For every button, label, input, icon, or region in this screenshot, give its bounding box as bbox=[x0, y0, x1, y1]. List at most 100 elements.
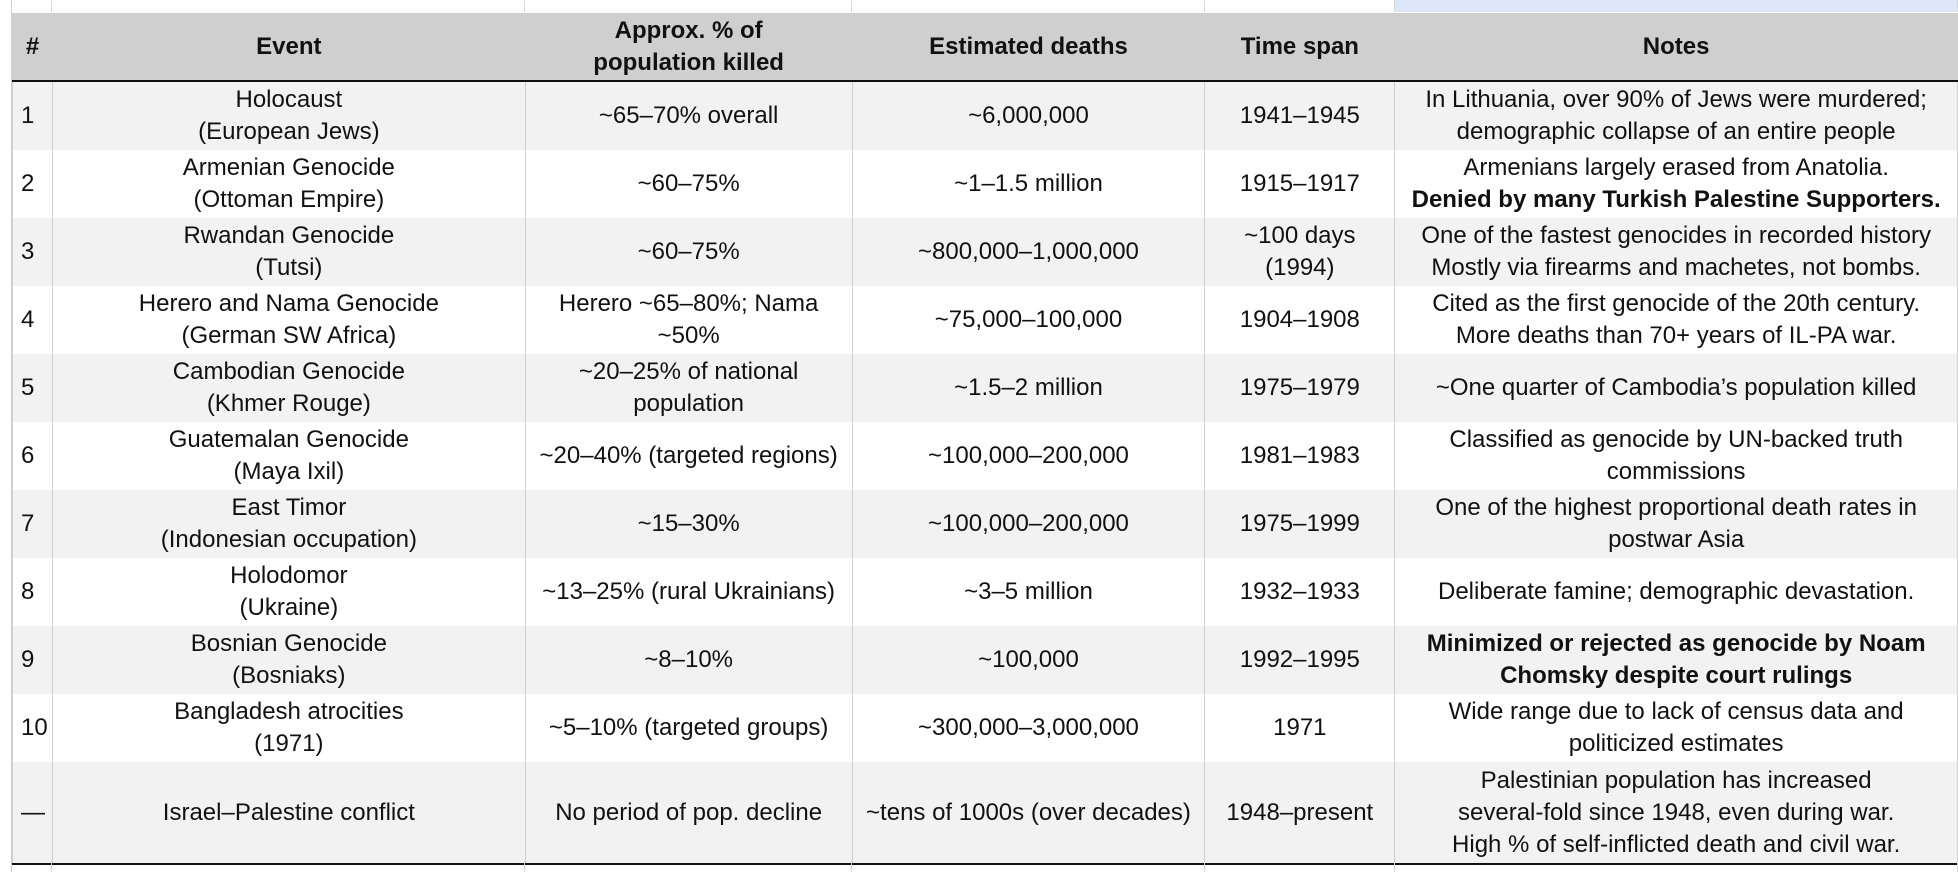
cell-deaths[interactable]: ~75,000–100,000 bbox=[851, 286, 1206, 354]
header-cell-percent[interactable]: Approx. % of population killed bbox=[524, 13, 853, 82]
cell-percent[interactable]: ~60–75% bbox=[524, 218, 853, 286]
cell-event[interactable]: Rwandan Genocide (Tutsi) bbox=[51, 218, 526, 286]
notes-line: commissions bbox=[1606, 458, 1746, 485]
cell-notes[interactable]: One of the highest proportional death ra… bbox=[1394, 490, 1958, 558]
header-percent-line1: Approx. % of bbox=[614, 16, 763, 44]
cell-number[interactable]: 10 bbox=[12, 694, 53, 762]
notes-line-bold: Denied by many Turkish Palestine Support… bbox=[1411, 186, 1941, 213]
cell-event[interactable]: Bangladesh atrocities (1971) bbox=[51, 694, 526, 762]
time-span-text: 1941–1945 bbox=[1239, 102, 1360, 129]
cell-deaths[interactable]: ~100,000 bbox=[851, 626, 1206, 694]
cell-time-span[interactable]: 1915–1917 bbox=[1204, 150, 1396, 218]
time-span-text: ~100 days bbox=[1244, 222, 1356, 249]
header-cell-event[interactable]: Event bbox=[51, 13, 526, 82]
cell-deaths[interactable]: ~3–5 million bbox=[851, 558, 1206, 626]
cell-notes[interactable]: Armenians largely erased from Anatolia. D… bbox=[1394, 150, 1958, 218]
cell-percent[interactable]: ~15–30% bbox=[524, 490, 853, 558]
cell-deaths[interactable]: ~300,000–3,000,000 bbox=[851, 694, 1206, 762]
table-row: 3 Rwandan Genocide (Tutsi) ~60–75% ~800,0… bbox=[12, 218, 1958, 286]
cell-deaths[interactable]: ~tens of 1000s (over decades) bbox=[851, 762, 1206, 865]
cell-event[interactable]: Armenian Genocide (Ottoman Empire) bbox=[51, 150, 526, 218]
table-row: 9 Bosnian Genocide (Bosniaks) ~8–10% ~100… bbox=[12, 626, 1958, 694]
cell-notes[interactable]: Wide range due to lack of census data an… bbox=[1394, 694, 1958, 762]
cell-time-span[interactable]: 1975–1999 bbox=[1204, 490, 1396, 558]
cell-time-span[interactable]: 1948–present bbox=[1204, 762, 1396, 865]
cell-deaths[interactable]: ~100,000–200,000 bbox=[851, 422, 1206, 490]
cell-notes[interactable]: Classified as genocide by UN-backed trut… bbox=[1394, 422, 1958, 490]
cell-time-span[interactable]: 1904–1908 bbox=[1204, 286, 1396, 354]
event-name: Cambodian Genocide bbox=[172, 358, 405, 385]
cell-event[interactable]: Holocaust (European Jews) bbox=[51, 81, 526, 150]
event-name: Armenian Genocide bbox=[182, 154, 395, 181]
percent-text: ~20–40% (targeted regions) bbox=[539, 442, 838, 469]
cell-event[interactable]: Herero and Nama Genocide (German SW Afric… bbox=[51, 286, 526, 354]
cell-notes[interactable]: Cited as the first genocide of the 20th … bbox=[1394, 286, 1958, 354]
cell-time-span[interactable]: 1941–1945 bbox=[1204, 81, 1396, 150]
cell-event[interactable]: Bosnian Genocide (Bosniaks) bbox=[51, 626, 526, 694]
cell-time-span[interactable]: 1971 bbox=[1204, 694, 1396, 762]
header-cell-deaths[interactable]: Estimated deaths bbox=[851, 13, 1206, 82]
cell-event[interactable]: Holodomor (Ukraine) bbox=[51, 558, 526, 626]
cell-notes[interactable]: Palestinian population has increased seve… bbox=[1394, 762, 1958, 865]
cell-number[interactable]: 3 bbox=[12, 218, 53, 286]
table-row: 5 Cambodian Genocide (Khmer Rouge) ~20–25… bbox=[12, 354, 1958, 422]
cell-deaths[interactable]: ~6,000,000 bbox=[851, 81, 1206, 150]
table-row: 4 Herero and Nama Genocide (German SW Afr… bbox=[12, 286, 1958, 354]
header-cell-time-span[interactable]: Time span bbox=[1204, 13, 1396, 82]
cell-number[interactable]: 7 bbox=[12, 490, 53, 558]
cell-deaths[interactable]: ~1–1.5 million bbox=[851, 150, 1206, 218]
cell-deaths[interactable]: ~1.5–2 million bbox=[851, 354, 1206, 422]
cell-number[interactable]: 8 bbox=[12, 558, 53, 626]
cell-percent[interactable]: ~5–10% (targeted groups) bbox=[524, 694, 853, 762]
cell-notes[interactable]: Minimized or rejected as genocide by Noa… bbox=[1394, 626, 1958, 694]
event-detail: (Tutsi) bbox=[255, 254, 323, 281]
header-cell-number[interactable]: # bbox=[12, 13, 53, 82]
cell-percent[interactable]: ~20–40% (targeted regions) bbox=[524, 422, 853, 490]
cell-number[interactable]: 1 bbox=[12, 81, 53, 150]
event-detail: (German SW Africa) bbox=[181, 322, 397, 349]
percent-text: ~13–25% (rural Ukrainians) bbox=[542, 578, 836, 605]
cell-notes[interactable]: One of the fastest genocides in recorded… bbox=[1394, 218, 1958, 286]
table-row: 8 Holodomor (Ukraine) ~13–25% (rural Ukra… bbox=[12, 558, 1958, 626]
cell-time-span[interactable]: 1981–1983 bbox=[1204, 422, 1396, 490]
percent-text: ~8–10% bbox=[644, 646, 734, 673]
cell-number[interactable]: 2 bbox=[12, 150, 53, 218]
cell-notes[interactable]: ~One quarter of Cambodia’s population ki… bbox=[1394, 354, 1958, 422]
cell-time-span[interactable]: ~100 days (1994) bbox=[1204, 218, 1396, 286]
time-span-text: 1981–1983 bbox=[1239, 442, 1360, 469]
cell-percent[interactable]: ~20–25% of national population bbox=[524, 354, 853, 422]
cell-deaths[interactable]: ~800,000–1,000,000 bbox=[851, 218, 1206, 286]
cell-percent[interactable]: Herero ~65–80%; Nama ~50% bbox=[524, 286, 853, 354]
cell-percent[interactable]: ~13–25% (rural Ukrainians) bbox=[524, 558, 853, 626]
percent-text: Herero ~65–80%; Nama bbox=[558, 290, 819, 317]
cell-number[interactable]: — bbox=[12, 762, 53, 865]
cell-number[interactable]: 6 bbox=[12, 422, 53, 490]
cell-deaths[interactable]: ~100,000–200,000 bbox=[851, 490, 1206, 558]
cell-event[interactable]: Guatemalan Genocide (Maya Ixil) bbox=[51, 422, 526, 490]
cell-time-span[interactable]: 1992–1995 bbox=[1204, 626, 1396, 694]
cell-number[interactable]: 9 bbox=[12, 626, 53, 694]
percent-text: ~15–30% bbox=[637, 510, 740, 537]
event-detail: (Maya Ixil) bbox=[233, 458, 345, 485]
cell-time-span[interactable]: 1975–1979 bbox=[1204, 354, 1396, 422]
cell-percent[interactable]: ~60–75% bbox=[524, 150, 853, 218]
cell-notes[interactable]: Deliberate famine; demographic devastati… bbox=[1394, 558, 1958, 626]
notes-line: postwar Asia bbox=[1608, 526, 1745, 553]
cell-percent[interactable]: ~8–10% bbox=[524, 626, 853, 694]
cell-percent[interactable]: No period of pop. decline bbox=[524, 762, 853, 865]
notes-line: Armenians largely erased from Anatolia. bbox=[1463, 154, 1889, 181]
cell-time-span[interactable]: 1932–1933 bbox=[1204, 558, 1396, 626]
header-cell-notes[interactable]: Notes bbox=[1394, 13, 1958, 82]
cell-notes[interactable]: In Lithuania, over 90% of Jews were murd… bbox=[1394, 81, 1958, 150]
cell-number[interactable]: 5 bbox=[12, 354, 53, 422]
cell-event[interactable]: Israel–Palestine conflict bbox=[51, 762, 526, 865]
cell-event[interactable]: East Timor (Indonesian occupation) bbox=[51, 490, 526, 558]
header-percent-line2: population killed bbox=[593, 48, 784, 76]
percent-text: ~5–10% (targeted groups) bbox=[548, 714, 829, 741]
cell-event[interactable]: Cambodian Genocide (Khmer Rouge) bbox=[51, 354, 526, 422]
cell-percent[interactable]: ~65–70% overall bbox=[524, 81, 853, 150]
table-row: 7 East Timor (Indonesian occupation) ~15–… bbox=[12, 490, 1958, 558]
next-row-strip bbox=[0, 863, 1958, 872]
cell-number[interactable]: 4 bbox=[12, 286, 53, 354]
time-span-text: 1932–1933 bbox=[1239, 578, 1360, 605]
